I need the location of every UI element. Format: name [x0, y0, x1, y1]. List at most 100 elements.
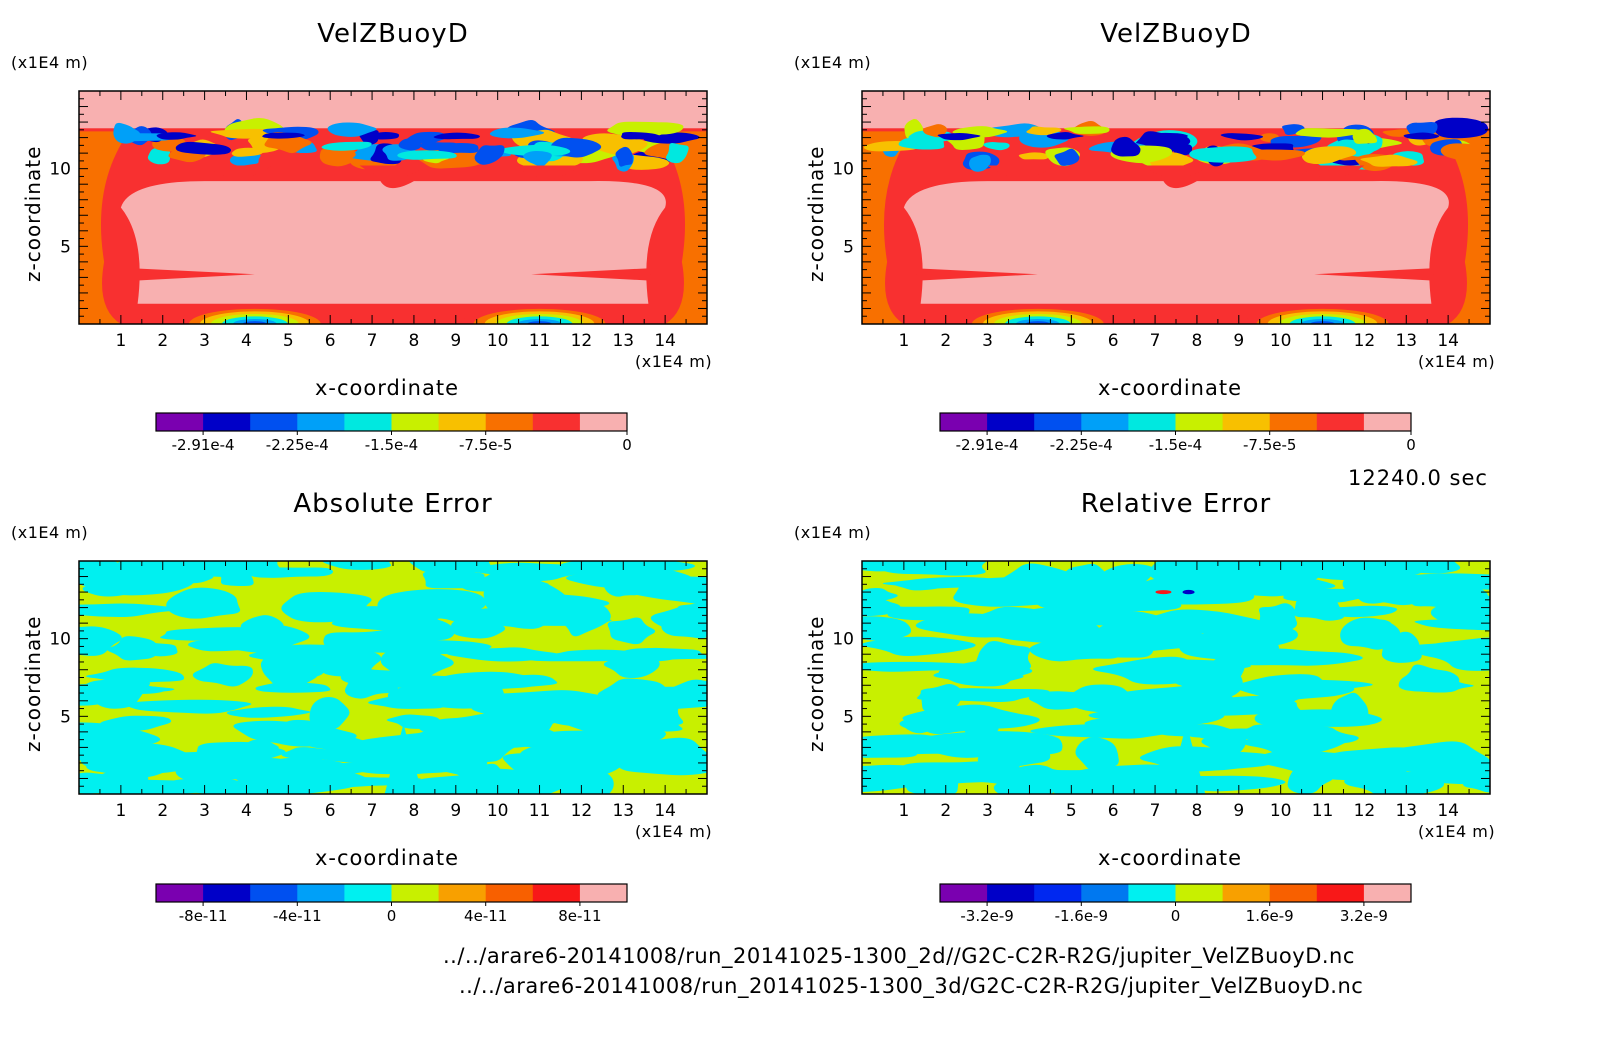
- x-tick-label: 12: [571, 331, 593, 351]
- contour-cell: [483, 578, 568, 615]
- contour-cell: [1440, 143, 1487, 162]
- colorbar-swatch: [987, 413, 1035, 431]
- contour-cell: [999, 563, 1086, 597]
- contour-cell: [1258, 603, 1298, 631]
- contour-cell: [1080, 618, 1208, 654]
- colorbar-tick-label: -1.5e-4: [1149, 436, 1202, 454]
- colorbar-tick-label: -2.25e-4: [266, 436, 329, 454]
- contour-cell: [665, 142, 689, 164]
- colorbar-swatch: [156, 413, 204, 431]
- contour-cell: [1462, 772, 1490, 793]
- contour-left-band: [79, 131, 130, 324]
- contour-plume: [1142, 165, 1210, 178]
- contour-right-band: [1439, 131, 1490, 324]
- contour-cell: [248, 644, 365, 667]
- colorbar-tick-label: 0: [1406, 436, 1416, 454]
- x-unit-label: (x1E4 m): [635, 352, 713, 371]
- contour-hotspot: [1155, 590, 1172, 595]
- x-tick-label: 10: [487, 801, 509, 821]
- y-unit-label: (x1E4 m): [794, 523, 872, 542]
- contour-cell: [413, 748, 488, 776]
- colorbar-swatch: [1222, 413, 1271, 431]
- contour-cell: [1394, 573, 1490, 590]
- contour-cell: [397, 150, 457, 160]
- contour-cell: [1179, 637, 1279, 660]
- x-tick-label: 7: [1150, 331, 1161, 351]
- colorbar-swatch: [1269, 413, 1318, 431]
- colorbar-swatch: [1128, 413, 1176, 431]
- x-tick-label: 11: [1312, 801, 1334, 821]
- contour-left-band: [862, 131, 913, 324]
- contour-cell: [486, 690, 612, 706]
- x-tick-label: 11: [1312, 331, 1334, 351]
- contour-cell: [233, 720, 337, 746]
- x-tick-label: 7: [1150, 801, 1161, 821]
- contour-cell: [1093, 656, 1207, 685]
- contour-cell: [124, 699, 252, 714]
- colorbar-tick-label: -3.2e-9: [960, 907, 1013, 925]
- x-tick-label: 14: [654, 801, 676, 821]
- colorbar-swatch: [1316, 884, 1365, 902]
- contour-cell: [1363, 585, 1429, 606]
- contour-plume: [359, 165, 427, 178]
- colorbar-tick-label: -2.91e-4: [172, 436, 235, 454]
- x-tick-label: 11: [529, 331, 551, 351]
- contour-cell: [258, 757, 371, 781]
- x-tick-label: 12: [1354, 331, 1376, 351]
- colorbar-swatch: [1363, 413, 1412, 431]
- contour-cell: [1018, 152, 1049, 160]
- colorbar-swatch: [579, 884, 628, 902]
- colorbar-tick-label: -7.5e-5: [1243, 436, 1296, 454]
- contour-cell: [500, 144, 571, 157]
- contour-cell: [1189, 146, 1257, 163]
- contour-top-layer: [79, 91, 707, 129]
- contour-cell: [255, 682, 331, 693]
- contour-cell: [983, 141, 1010, 151]
- contour-cell: [902, 704, 1040, 735]
- x-tick-label: 13: [1395, 331, 1417, 351]
- colorbar-swatch: [1175, 884, 1224, 902]
- panel-title: VelZBuoyD: [317, 19, 469, 49]
- contour-cell: [922, 124, 947, 138]
- contour-cell: [398, 618, 455, 642]
- contour-streak-right: [1314, 268, 1436, 281]
- colorbar-swatch: [1081, 884, 1129, 902]
- x-tick-label: 8: [409, 801, 420, 821]
- contour-cell: [98, 561, 193, 588]
- colorbar-swatch: [391, 884, 440, 902]
- contour-cell: [533, 729, 666, 754]
- x-tick-label: 1: [115, 801, 126, 821]
- colorbar-swatch: [344, 413, 392, 431]
- colorbar-swatch: [203, 413, 251, 431]
- x-tick-label: 2: [940, 801, 951, 821]
- x-tick-label: 4: [1024, 801, 1035, 821]
- y-tick-label: 5: [60, 707, 71, 727]
- contour-cell: [862, 596, 901, 617]
- x-tick-label: 6: [325, 331, 336, 351]
- contour-cell: [79, 561, 121, 580]
- colorbar-swatch: [485, 413, 534, 431]
- contour-core: [433, 132, 480, 140]
- contour-cell: [341, 638, 492, 655]
- contour-cell: [79, 685, 119, 706]
- contour-cell: [1431, 117, 1489, 139]
- contour-cell: [523, 150, 552, 167]
- contour-cell: [82, 583, 131, 597]
- contour-cell: [489, 127, 545, 139]
- contour-cell: [1360, 154, 1418, 167]
- contour-cell: [862, 561, 916, 572]
- contour-cell: [1075, 737, 1119, 771]
- colorbar-swatch: [203, 884, 251, 902]
- y-axis-title: z-coordinate: [21, 145, 45, 282]
- contour-cell: [862, 734, 973, 755]
- x-tick-label: 13: [612, 801, 634, 821]
- colorbar-swatch: [1269, 884, 1318, 902]
- x-unit-label: (x1E4 m): [1418, 352, 1496, 371]
- contour-plume: [204, 165, 272, 178]
- x-unit-label: (x1E4 m): [635, 822, 713, 841]
- contour-core: [1146, 132, 1188, 141]
- contour-cell: [79, 626, 122, 656]
- contour-cell: [226, 706, 311, 718]
- x-tick-label: 9: [450, 801, 461, 821]
